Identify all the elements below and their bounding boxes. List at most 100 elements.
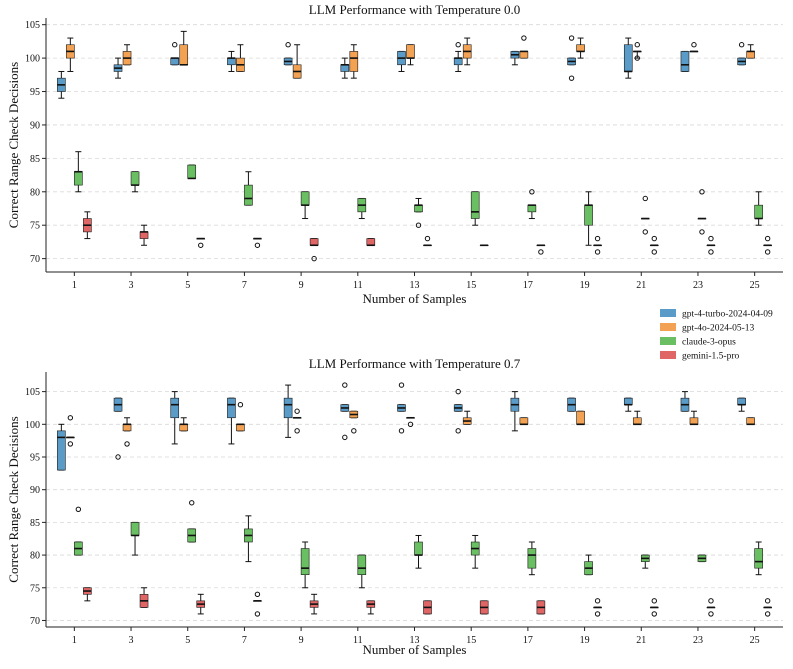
box-plot <box>139 587 149 608</box>
box-plot <box>632 410 642 426</box>
outlier-point <box>285 42 291 48</box>
box-plot <box>340 57 350 79</box>
box <box>187 164 197 179</box>
y-tick-label: 70 <box>30 254 40 265</box>
outlier-point <box>398 428 405 434</box>
box-plot <box>706 598 716 617</box>
box <box>414 541 423 556</box>
legend-label: gpt-4-turbo-2024-04-09 <box>682 310 773 320</box>
x-tick-label: 15 <box>466 280 476 291</box>
box-plot <box>122 44 132 66</box>
y-tick-label: 100 <box>25 54 40 65</box>
box-plot <box>66 415 75 447</box>
x-tick-label: 5 <box>185 635 190 646</box>
box <box>527 548 537 569</box>
y-tick-label: 70 <box>30 616 40 627</box>
box <box>357 554 367 575</box>
box-plot <box>593 598 602 617</box>
box <box>689 417 699 425</box>
box-plot <box>309 593 319 615</box>
x-tick-label: 21 <box>636 280 646 291</box>
box-plot <box>689 410 699 426</box>
series-gemini-1-5-pro <box>83 211 772 262</box>
box <box>283 397 293 419</box>
box-plot <box>244 171 253 206</box>
x-tick-label: 9 <box>299 280 304 291</box>
box-plot <box>593 235 602 255</box>
box-plot <box>584 554 593 576</box>
box <box>244 184 253 206</box>
box-plot <box>414 197 423 228</box>
legend-label: gpt-4o-2024-05-13 <box>682 324 755 334</box>
legend: gpt-4-turbo-2024-04-09 gpt-4o-2024-05-13 c… <box>660 309 773 362</box>
box <box>519 417 529 425</box>
box-plot <box>453 42 463 72</box>
x-tick-label: 23 <box>693 635 703 646</box>
box-plot <box>253 237 262 248</box>
box-plot <box>113 57 123 79</box>
box <box>130 171 140 186</box>
outlier-point <box>342 434 348 441</box>
outlier-point <box>642 229 648 235</box>
box-plot <box>179 417 189 432</box>
series-gpt-4-turbo-2024-04-09 <box>57 382 746 471</box>
box <box>623 44 633 72</box>
outlier-point <box>67 415 74 421</box>
box <box>300 548 310 575</box>
box <box>170 57 180 66</box>
box-plot <box>397 382 406 434</box>
box <box>349 51 359 72</box>
y-tick-label: 105 <box>25 387 40 398</box>
outlier-point <box>311 255 317 262</box>
x-tick-label: 17 <box>523 635 533 646</box>
box-plot <box>623 397 633 412</box>
outlier-point <box>764 235 771 242</box>
outlier-point <box>67 441 74 447</box>
box-plot <box>253 591 262 617</box>
legend-swatch <box>660 351 676 359</box>
x-tick-label: 11 <box>353 280 363 291</box>
box-plot <box>227 50 236 72</box>
box-plot <box>283 384 293 438</box>
box-plot <box>349 44 359 79</box>
y-tick-label: 75 <box>30 221 40 232</box>
box-plot <box>196 237 206 248</box>
box-plot <box>349 410 359 434</box>
outlier-point <box>455 42 461 48</box>
outlier-point <box>351 428 357 434</box>
box-plot <box>470 534 480 569</box>
box <box>170 397 180 419</box>
box-plot <box>414 534 423 569</box>
box-plot <box>236 44 245 72</box>
box-plot <box>649 598 659 617</box>
box-plot <box>754 191 763 226</box>
box-plot <box>300 191 310 220</box>
box <box>227 397 236 419</box>
box-plot <box>536 244 546 255</box>
box-plot <box>357 197 367 220</box>
box-plot <box>584 191 593 246</box>
x-tick-label: 15 <box>466 635 476 646</box>
x-tick-label: 25 <box>750 635 760 646</box>
outlier-point <box>594 235 601 242</box>
chart-title: LLM Performance with Temperature 0.0 <box>309 2 520 17</box>
x-tick-label: 9 <box>299 635 304 646</box>
y-tick-label: 85 <box>30 518 40 529</box>
box-plot <box>227 397 236 445</box>
outlier-point <box>538 249 544 255</box>
x-axis-label: Number of Samples <box>363 642 467 657</box>
box-plot <box>640 195 650 235</box>
x-tick-label: 19 <box>580 280 590 291</box>
box <box>340 64 350 72</box>
outlier-point <box>398 382 405 388</box>
outlier-point <box>764 598 771 604</box>
outlier-point <box>634 55 640 61</box>
y-tick-label: 105 <box>25 20 40 31</box>
x-tick-label: 19 <box>580 635 590 646</box>
box-plot <box>510 50 520 66</box>
outlier-point <box>342 382 348 388</box>
outlier-point <box>415 222 422 228</box>
box-plot <box>113 397 123 460</box>
outlier-point <box>294 428 300 434</box>
